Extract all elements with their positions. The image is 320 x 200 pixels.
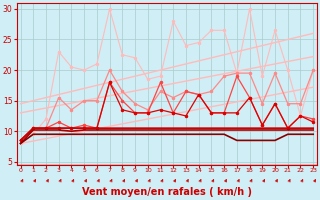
X-axis label: Vent moyen/en rafales ( km/h ): Vent moyen/en rafales ( km/h ) — [82, 187, 252, 197]
